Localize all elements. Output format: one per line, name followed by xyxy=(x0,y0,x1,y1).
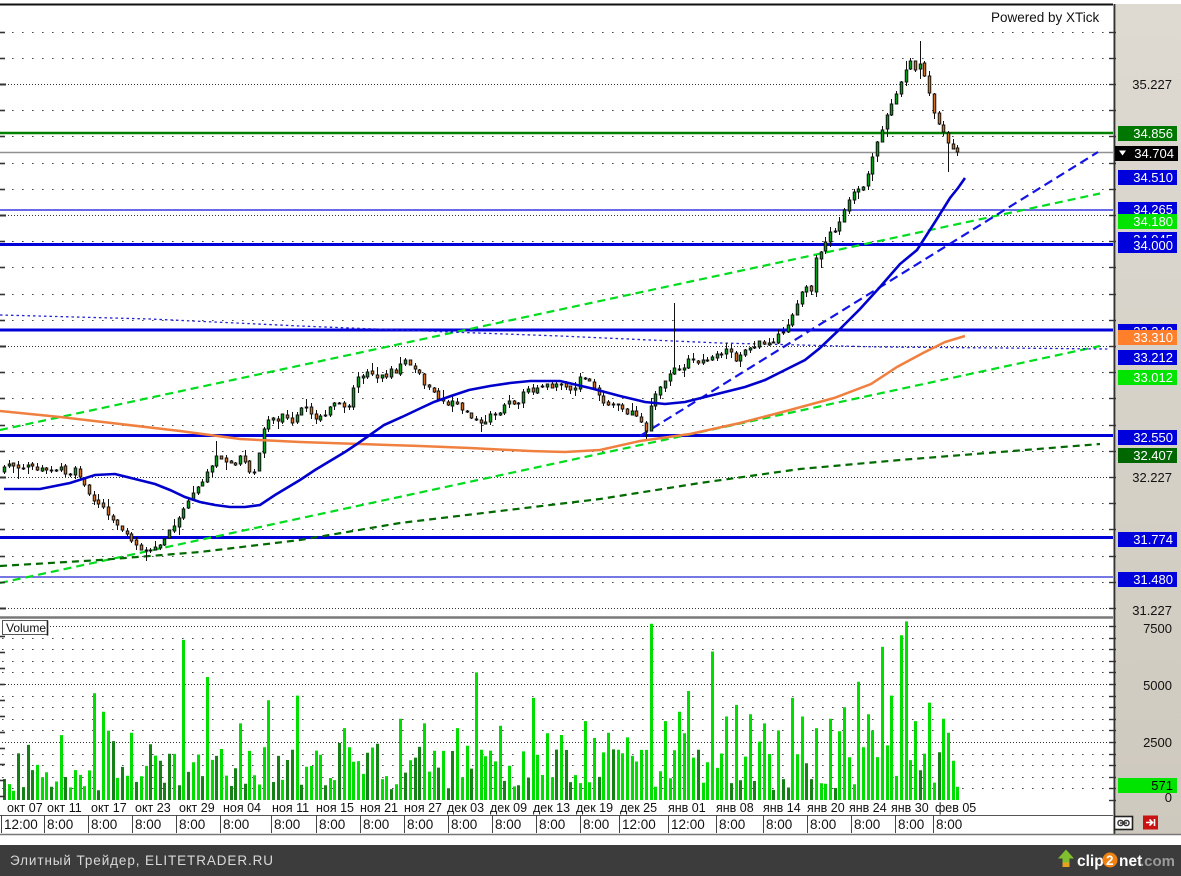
svg-text:ноя 11: ноя 11 xyxy=(272,801,309,815)
svg-text:8:00: 8:00 xyxy=(810,817,836,832)
svg-text:32.407: 32.407 xyxy=(1133,448,1173,463)
svg-text:8:00: 8:00 xyxy=(407,817,433,832)
svg-text:окт 23: окт 23 xyxy=(135,801,171,815)
svg-text:янв 14: янв 14 xyxy=(763,801,801,815)
svg-text:0: 0 xyxy=(1165,790,1172,805)
svg-text:дек 25: дек 25 xyxy=(620,801,657,815)
svg-text:7500: 7500 xyxy=(1143,621,1172,636)
svg-text:31.480: 31.480 xyxy=(1133,572,1173,587)
svg-text:32.550: 32.550 xyxy=(1133,430,1173,445)
svg-text:35.227: 35.227 xyxy=(1132,77,1172,92)
svg-text:ноя 04: ноя 04 xyxy=(223,801,261,815)
svg-text:33.012: 33.012 xyxy=(1133,370,1173,385)
svg-text:ноя 21: ноя 21 xyxy=(360,801,398,815)
svg-text:33.310: 33.310 xyxy=(1133,330,1173,345)
svg-text:12:00: 12:00 xyxy=(671,817,705,832)
svg-text:8:00: 8:00 xyxy=(274,817,300,832)
svg-text:33.212: 33.212 xyxy=(1133,350,1173,365)
svg-text:8:00: 8:00 xyxy=(766,817,792,832)
svg-text:31.227: 31.227 xyxy=(1132,603,1172,618)
svg-text:Элитный Трейдер, ELITETRADER.R: Элитный Трейдер, ELITETRADER.RU xyxy=(10,853,274,868)
svg-text:2: 2 xyxy=(1106,853,1114,868)
svg-text:8:00: 8:00 xyxy=(539,817,565,832)
svg-text:8:00: 8:00 xyxy=(936,817,962,832)
svg-text:571: 571 xyxy=(1151,778,1173,793)
svg-text:8:00: 8:00 xyxy=(91,817,117,832)
svg-text:окт 17: окт 17 xyxy=(91,801,127,815)
svg-text:янв 01: янв 01 xyxy=(668,801,706,815)
svg-text:34.265: 34.265 xyxy=(1133,202,1173,217)
svg-text:окт 11: окт 11 xyxy=(47,801,82,815)
svg-text:фев 05: фев 05 xyxy=(935,801,976,815)
svg-text:янв 24: янв 24 xyxy=(849,801,887,815)
svg-text:34.000: 34.000 xyxy=(1133,238,1173,253)
svg-text:12:00: 12:00 xyxy=(4,817,38,832)
svg-text:Volume: Volume xyxy=(6,621,46,635)
svg-text:8:00: 8:00 xyxy=(363,817,389,832)
svg-text:дек 13: дек 13 xyxy=(533,801,570,815)
svg-text:дек 03: дек 03 xyxy=(447,801,484,815)
svg-text:.com: .com xyxy=(1140,853,1175,870)
svg-text:8:00: 8:00 xyxy=(451,817,477,832)
svg-text:ноя 15: ноя 15 xyxy=(316,801,354,815)
svg-text:32.227: 32.227 xyxy=(1132,470,1172,485)
svg-text:янв 30: янв 30 xyxy=(891,801,929,815)
svg-text:8:00: 8:00 xyxy=(47,817,73,832)
svg-text:net: net xyxy=(1119,853,1142,870)
svg-text:дек 09: дек 09 xyxy=(490,801,527,815)
svg-text:34.180: 34.180 xyxy=(1133,214,1173,229)
svg-text:2500: 2500 xyxy=(1143,735,1172,750)
svg-text:ноя 27: ноя 27 xyxy=(404,801,442,815)
svg-text:34.704: 34.704 xyxy=(1134,146,1174,161)
svg-text:12:00: 12:00 xyxy=(622,817,656,832)
svg-text:34.856: 34.856 xyxy=(1133,126,1173,141)
svg-text:окт 29: окт 29 xyxy=(179,801,215,815)
svg-text:31.774: 31.774 xyxy=(1133,532,1173,547)
svg-text:8:00: 8:00 xyxy=(179,817,205,832)
svg-text:clip: clip xyxy=(1077,853,1104,870)
svg-text:8:00: 8:00 xyxy=(135,817,161,832)
svg-text:дек 19: дек 19 xyxy=(576,801,613,815)
svg-text:8:00: 8:00 xyxy=(854,817,880,832)
svg-text:8:00: 8:00 xyxy=(223,817,249,832)
svg-text:окт 07: окт 07 xyxy=(7,801,43,815)
svg-text:8:00: 8:00 xyxy=(898,817,924,832)
svg-text:34.510: 34.510 xyxy=(1133,170,1173,185)
svg-text:янв 20: янв 20 xyxy=(807,801,845,815)
svg-text:8:00: 8:00 xyxy=(583,817,609,832)
svg-text:Powered by XTick: Powered by XTick xyxy=(991,10,1100,25)
svg-text:5000: 5000 xyxy=(1143,678,1172,693)
svg-text:8:00: 8:00 xyxy=(495,817,521,832)
svg-text:8:00: 8:00 xyxy=(719,817,745,832)
svg-text:янв 08: янв 08 xyxy=(716,801,754,815)
svg-text:8:00: 8:00 xyxy=(319,817,345,832)
